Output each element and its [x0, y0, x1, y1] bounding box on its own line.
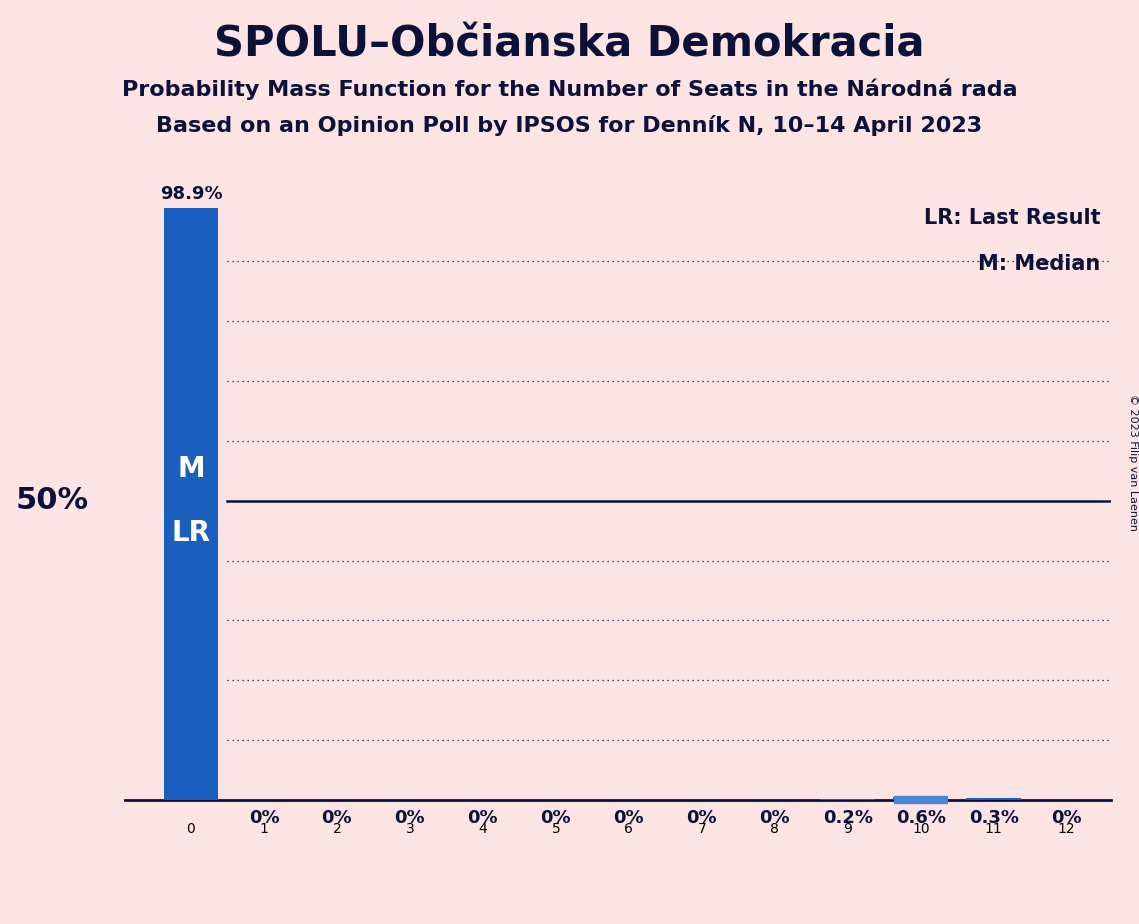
Text: 50%: 50% [16, 486, 89, 515]
Text: 0.3%: 0.3% [969, 809, 1018, 827]
Bar [164, 208, 219, 800]
Text: 0.6%: 0.6% [895, 809, 945, 827]
Text: 0%: 0% [1051, 809, 1082, 827]
Text: SPOLU–Občianska Demokracia: SPOLU–Občianska Demokracia [214, 23, 925, 65]
Text: 0%: 0% [468, 809, 498, 827]
Bar [820, 799, 875, 800]
Text: 0%: 0% [394, 809, 425, 827]
Text: LR: Last Result: LR: Last Result [924, 208, 1100, 227]
Bar [893, 796, 948, 800]
Text: 0%: 0% [614, 809, 645, 827]
Text: 0%: 0% [687, 809, 718, 827]
Text: © 2023 Filip van Laenen: © 2023 Filip van Laenen [1129, 394, 1138, 530]
Text: 98.9%: 98.9% [159, 185, 222, 202]
Text: M: Median: M: Median [978, 254, 1100, 274]
Text: 0%: 0% [541, 809, 571, 827]
Text: Based on an Opinion Poll by IPSOS for Denník N, 10–14 April 2023: Based on an Opinion Poll by IPSOS for De… [156, 116, 983, 137]
Bar [966, 798, 1022, 800]
Text: LR: LR [172, 518, 211, 547]
Text: 0%: 0% [760, 809, 790, 827]
Text: 0.2%: 0.2% [822, 809, 872, 827]
Text: M: M [178, 455, 205, 482]
Text: 0%: 0% [248, 809, 279, 827]
Text: Probability Mass Function for the Number of Seats in the Národná rada: Probability Mass Function for the Number… [122, 79, 1017, 100]
Text: 0%: 0% [321, 809, 352, 827]
